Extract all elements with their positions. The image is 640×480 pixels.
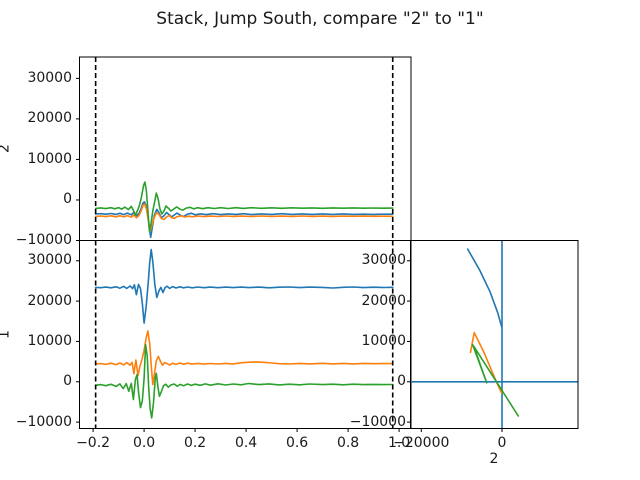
subplot-trace-2	[76, 56, 412, 241]
y-tick-label: 10000	[27, 150, 72, 167]
y-tick-label: 30000	[361, 252, 406, 269]
trace-orange-line	[94, 203, 394, 232]
subplot-crossplot	[407, 240, 579, 432]
x-axis-label-crossplot: 2	[489, 451, 499, 467]
y-tick-label: −10000	[349, 413, 406, 430]
x-tick-label: 0.4	[234, 435, 258, 451]
trace-green-line	[94, 181, 394, 232]
x-tick-label: 0	[497, 435, 507, 451]
x-tick-label: −20000	[393, 435, 450, 451]
y-tick-label: −10000	[15, 413, 72, 430]
axes-spine-box	[79, 56, 412, 241]
y-tick-label: 30000	[27, 252, 72, 269]
y-tick-label: 0	[63, 191, 72, 208]
x-tick-label: 0.6	[285, 435, 309, 451]
y-tick-label: 30000	[27, 69, 72, 86]
y-tick-label: 0	[397, 373, 406, 390]
trace-blue-line	[466, 248, 503, 328]
axes-spine-box	[410, 240, 579, 429]
y-tick-label: 0	[63, 373, 72, 390]
x-tick-label: 0.8	[336, 435, 360, 451]
y-tick-label: 20000	[361, 292, 406, 309]
x-tick-label: 0.0	[132, 435, 156, 451]
y-tick-label: 20000	[27, 292, 72, 309]
y-tick-label: −10000	[15, 232, 72, 248]
x-tick-label: −0.2	[76, 435, 111, 451]
y-tick-label: 20000	[27, 110, 72, 127]
y-tick-label: 10000	[27, 332, 72, 349]
figure-title: Stack, Jump South, compare "2" to "1"	[156, 9, 484, 29]
trace-green-line	[471, 343, 520, 417]
trace-green-line	[94, 343, 394, 419]
x-tick-label: 1.0	[387, 435, 411, 451]
trace-blue-line	[94, 248, 394, 324]
y-tick-label: 10000	[361, 332, 406, 349]
x-tick-label: 0.2	[183, 435, 207, 451]
trace-orange-line	[94, 330, 394, 386]
